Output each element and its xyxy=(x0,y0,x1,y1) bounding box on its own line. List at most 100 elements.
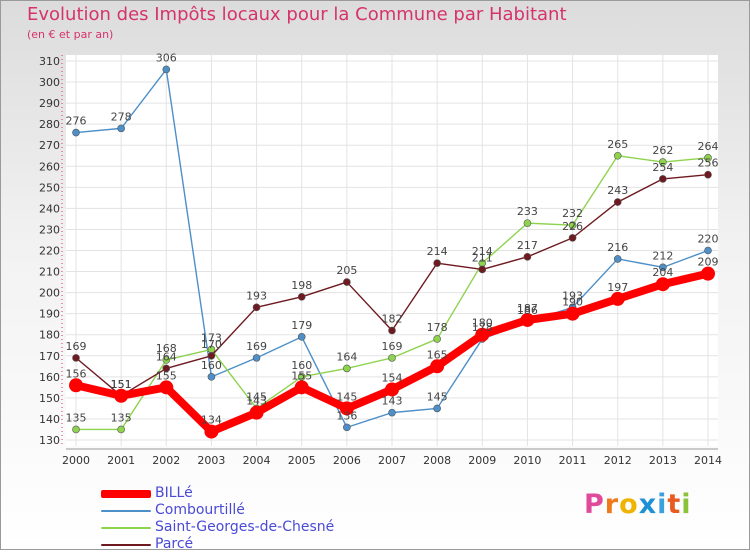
y-tick-label: 300 xyxy=(39,76,60,89)
data-point xyxy=(117,425,125,434)
data-label: 278 xyxy=(111,110,132,123)
data-point xyxy=(117,124,125,133)
data-label: 211 xyxy=(472,251,493,264)
data-point xyxy=(568,221,577,230)
x-tick-label: 2014 xyxy=(694,454,722,467)
data-label: 306 xyxy=(156,51,177,64)
data-label: 156 xyxy=(66,367,87,380)
x-tick-label: 2012 xyxy=(604,454,632,467)
data-point xyxy=(114,388,129,403)
y-tick-label: 250 xyxy=(39,181,60,194)
data-label: 135 xyxy=(111,411,132,424)
data-point xyxy=(297,373,306,381)
data-label: 168 xyxy=(156,342,177,355)
data-label: 182 xyxy=(382,313,403,326)
data-label: 178 xyxy=(472,321,493,334)
data-point xyxy=(568,234,577,242)
data-point xyxy=(659,158,667,166)
data-label: 187 xyxy=(517,302,538,315)
data-point xyxy=(388,326,396,335)
data-label: 179 xyxy=(291,319,312,332)
data-point xyxy=(520,312,535,327)
y-tick-label: 280 xyxy=(39,118,60,131)
data-label: 233 xyxy=(517,205,538,218)
x-tick-label: 2003 xyxy=(197,454,225,467)
data-point xyxy=(701,266,715,281)
logo-letter: r xyxy=(604,489,620,520)
data-label: 197 xyxy=(607,281,628,294)
x-tick-label: 2010 xyxy=(513,454,541,467)
data-label: 193 xyxy=(246,289,267,302)
data-label: 186 xyxy=(517,304,538,317)
data-point xyxy=(343,278,351,286)
y-tick-label: 230 xyxy=(39,223,60,236)
data-point xyxy=(343,364,351,373)
data-label: 170 xyxy=(201,338,222,351)
y-tick-label: 260 xyxy=(39,160,60,173)
data-label: 151 xyxy=(111,378,132,391)
y-tick-label: 150 xyxy=(39,392,60,405)
data-point xyxy=(162,364,171,373)
y-tick-label: 200 xyxy=(39,287,60,300)
data-point xyxy=(72,425,80,434)
data-label: 243 xyxy=(607,184,628,197)
y-tick-label: 170 xyxy=(39,350,60,363)
y-tick-label: 270 xyxy=(39,139,60,152)
data-label: 204 xyxy=(652,266,673,279)
data-label: 143 xyxy=(382,395,403,408)
data-point xyxy=(613,255,622,263)
data-label: 262 xyxy=(652,144,673,157)
data-label: 155 xyxy=(156,369,177,382)
legend-label: Parcé xyxy=(155,536,194,552)
y-tick-label: 160 xyxy=(39,371,60,384)
legend-swatch xyxy=(101,544,151,546)
y-tick-label: 190 xyxy=(39,308,60,321)
data-label: 205 xyxy=(336,264,357,277)
data-label: 151 xyxy=(111,378,132,391)
data-label: 265 xyxy=(607,138,628,151)
data-point xyxy=(565,306,580,321)
logo-letter: i xyxy=(657,489,668,520)
data-point xyxy=(704,170,712,179)
x-tick-label: 2008 xyxy=(423,454,451,467)
y-tick-label: 310 xyxy=(39,55,60,68)
data-label: 169 xyxy=(66,340,87,353)
y-tick-label: 220 xyxy=(39,245,60,258)
y-tick-label: 180 xyxy=(39,329,60,342)
data-point xyxy=(297,333,306,341)
data-point xyxy=(252,303,261,312)
data-label: 169 xyxy=(382,340,403,353)
x-tick-label: 2002 xyxy=(152,454,180,467)
data-label: 145 xyxy=(427,390,448,403)
x-tick-label: 2004 xyxy=(243,454,271,467)
data-label: 232 xyxy=(562,207,583,220)
data-point xyxy=(207,351,216,360)
proxiti-logo: Proxiti xyxy=(584,489,692,520)
data-point xyxy=(613,198,622,206)
data-label: 220 xyxy=(698,233,719,246)
logo-letter: x xyxy=(638,489,658,520)
x-tick-label: 2009 xyxy=(468,454,496,467)
data-label: 198 xyxy=(291,279,312,292)
data-label: 193 xyxy=(562,289,583,302)
data-point xyxy=(297,293,306,301)
data-label: 217 xyxy=(517,239,538,252)
data-point xyxy=(523,219,532,227)
data-label: 169 xyxy=(246,340,267,353)
data-point xyxy=(478,265,487,274)
data-point xyxy=(433,404,441,413)
legend-swatch xyxy=(101,490,151,498)
data-label: 226 xyxy=(562,220,583,233)
legend-swatch xyxy=(101,510,151,512)
data-label: 134 xyxy=(201,414,222,427)
data-label: 214 xyxy=(427,245,448,258)
data-point xyxy=(430,359,445,374)
data-point xyxy=(388,354,396,362)
data-label: 276 xyxy=(66,115,87,128)
x-tick-label: 2013 xyxy=(649,454,677,467)
data-label: 136 xyxy=(336,409,357,422)
x-tick-label: 2000 xyxy=(62,454,90,467)
data-point xyxy=(207,373,216,381)
x-tick-label: 2005 xyxy=(288,454,316,467)
